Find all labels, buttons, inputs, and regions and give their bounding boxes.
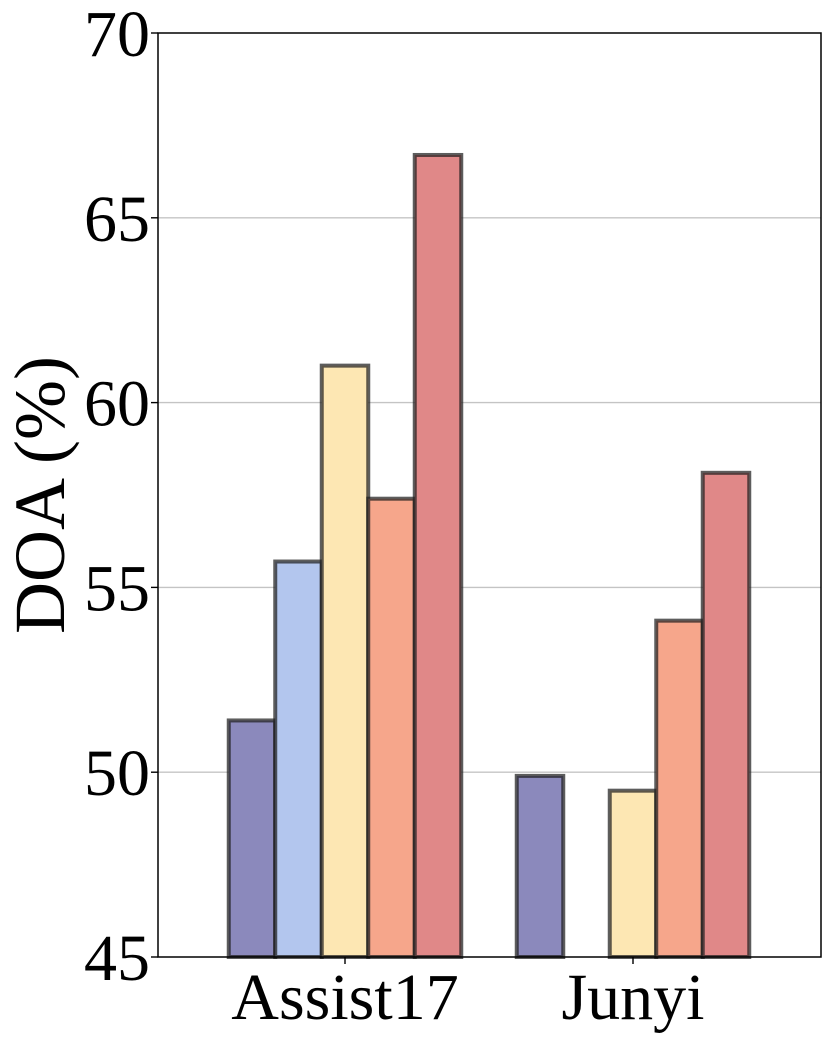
y-tick-label-70: 70 (84, 0, 150, 71)
y-axis-title: DOA (%) (0, 356, 80, 634)
bar-assist17-series-5 (412, 152, 464, 959)
y-ticks (151, 32, 634, 964)
bar-assist17-series-1 (226, 718, 278, 959)
labels: 45 50 55 60 65 70 Assist17 Junyi (84, 0, 705, 1034)
y-tick-label-45: 45 (84, 922, 150, 995)
y-tick-label-60: 60 (84, 368, 150, 441)
y-tick-label-50: 50 (84, 737, 150, 810)
bars (226, 152, 752, 959)
bar-junyi-series-4 (654, 618, 705, 959)
bar-assist17-series-3 (319, 363, 371, 959)
y-tick-label-55: 55 (84, 552, 150, 625)
bar-junyi-series-5 (700, 470, 752, 959)
bar-assist17-series-2 (273, 559, 324, 959)
y-tick-label-65: 65 (84, 183, 150, 256)
bar-junyi-series-3 (607, 788, 659, 959)
plot-frame (157, 32, 822, 958)
x-tick-label-assist17: Assist17 (231, 961, 458, 1034)
x-tick-label-junyi: Junyi (561, 961, 704, 1034)
bar-assist17-series-4 (366, 496, 417, 959)
bar-junyi-series-1 (514, 773, 566, 959)
